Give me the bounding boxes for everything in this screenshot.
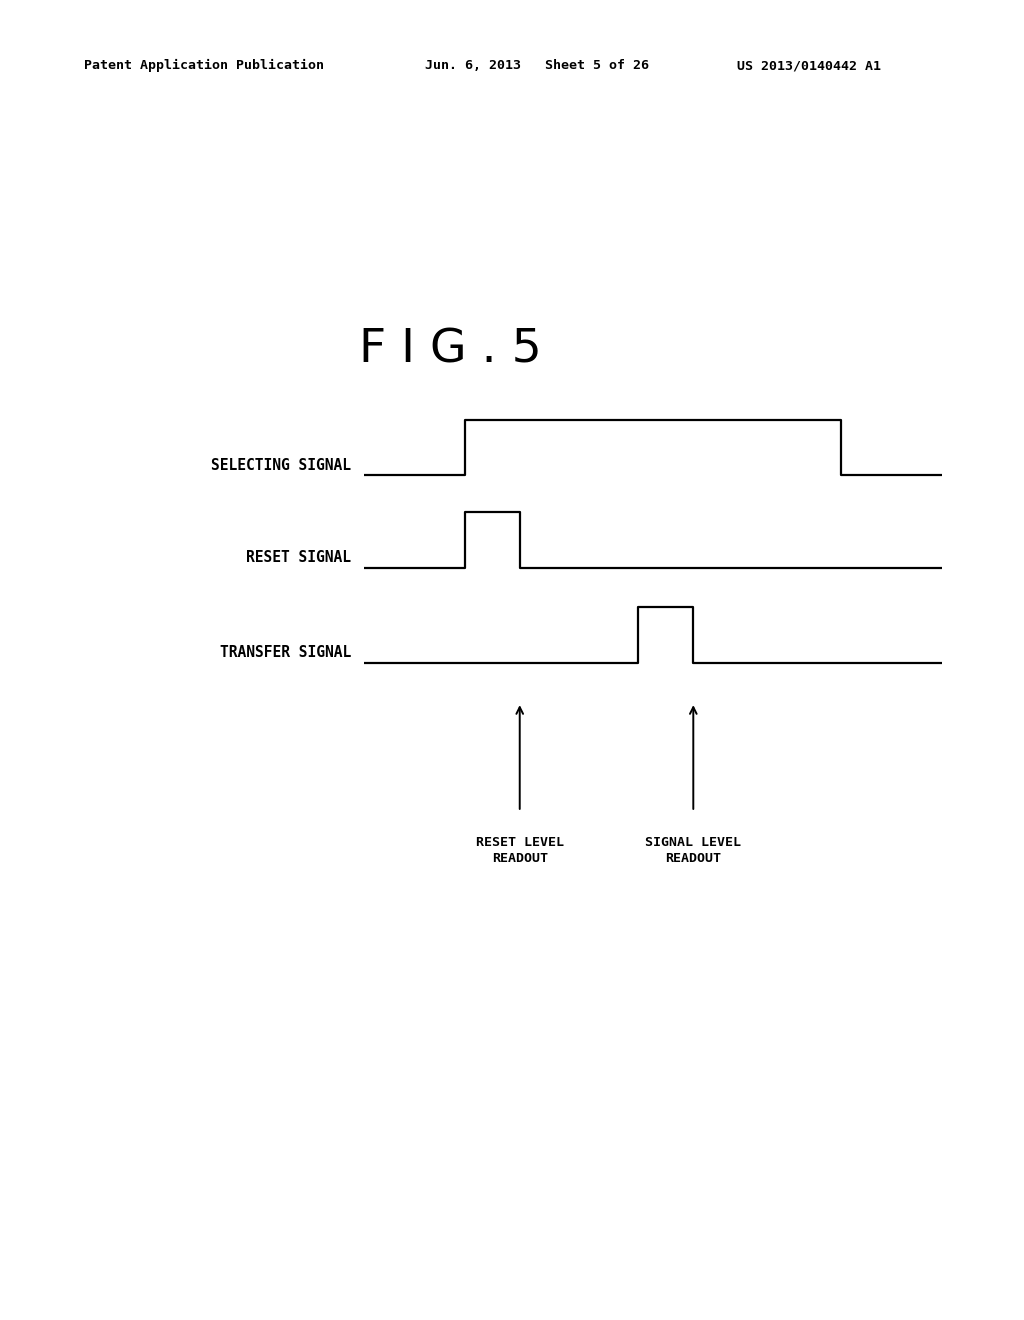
Text: F I G . 5: F I G . 5 [359,327,542,372]
Text: US 2013/0140442 A1: US 2013/0140442 A1 [737,59,882,73]
Text: SIGNAL LEVEL
READOUT: SIGNAL LEVEL READOUT [645,836,741,865]
Text: RESET LEVEL
READOUT: RESET LEVEL READOUT [476,836,564,865]
Text: RESET SIGNAL: RESET SIGNAL [246,550,351,565]
Text: SELECTING SIGNAL: SELECTING SIGNAL [211,458,351,473]
Text: TRANSFER SIGNAL: TRANSFER SIGNAL [220,645,351,660]
Text: Patent Application Publication: Patent Application Publication [84,59,324,73]
Text: Jun. 6, 2013   Sheet 5 of 26: Jun. 6, 2013 Sheet 5 of 26 [425,59,649,73]
